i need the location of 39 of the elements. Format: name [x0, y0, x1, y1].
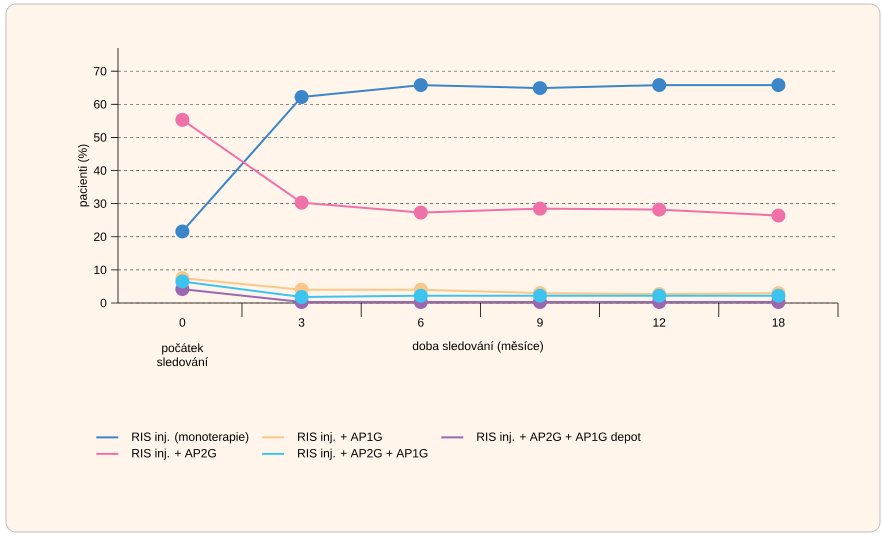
x-axis-title: doba sledování (měsíce) — [412, 341, 543, 353]
y-tick-label: 70 — [94, 66, 106, 76]
point — [294, 290, 309, 304]
y-tick-label: 10 — [94, 266, 106, 274]
y-tick-label: 60 — [94, 100, 106, 109]
legend-label: RIS inj. (monoterapie) — [132, 432, 248, 444]
legend-label: RIS inj. + AP2G + AP1G — [298, 448, 428, 460]
point — [652, 202, 666, 217]
point — [771, 208, 786, 223]
x-tick-label: 9 — [537, 318, 543, 327]
point — [532, 81, 547, 96]
point — [652, 78, 666, 92]
y-tick-label: 50 — [94, 133, 106, 142]
y-tick-label: 20 — [94, 232, 106, 242]
point — [414, 288, 428, 303]
point — [771, 78, 786, 92]
point — [414, 206, 428, 220]
point — [294, 196, 309, 210]
legend-label: RIS inj. + AP2G — [132, 448, 216, 460]
point — [532, 288, 547, 303]
point — [175, 112, 190, 127]
y-axis-title: pacienti (%) — [78, 144, 90, 206]
y-tick-label: 0 — [100, 298, 106, 308]
x-tick-label: 12 — [653, 318, 666, 327]
x-tick-label: 6 — [418, 318, 424, 327]
y-tick-label: 40 — [94, 166, 106, 175]
legend-label: RIS inj. + AP2G + AP1G depot — [477, 432, 641, 444]
y-tick-label: 30 — [94, 199, 106, 208]
point — [771, 288, 786, 303]
x-tick-label: 0 — [180, 318, 186, 327]
x-tick-label: 3 — [298, 318, 304, 327]
point — [532, 202, 547, 216]
point — [294, 90, 309, 104]
x-tick-label: 18 — [772, 318, 785, 327]
point — [414, 78, 428, 92]
point — [175, 274, 190, 288]
legend-label: RIS inj. + AP1G — [298, 432, 382, 444]
point — [175, 224, 190, 238]
text: počátek sledování — [157, 343, 208, 366]
